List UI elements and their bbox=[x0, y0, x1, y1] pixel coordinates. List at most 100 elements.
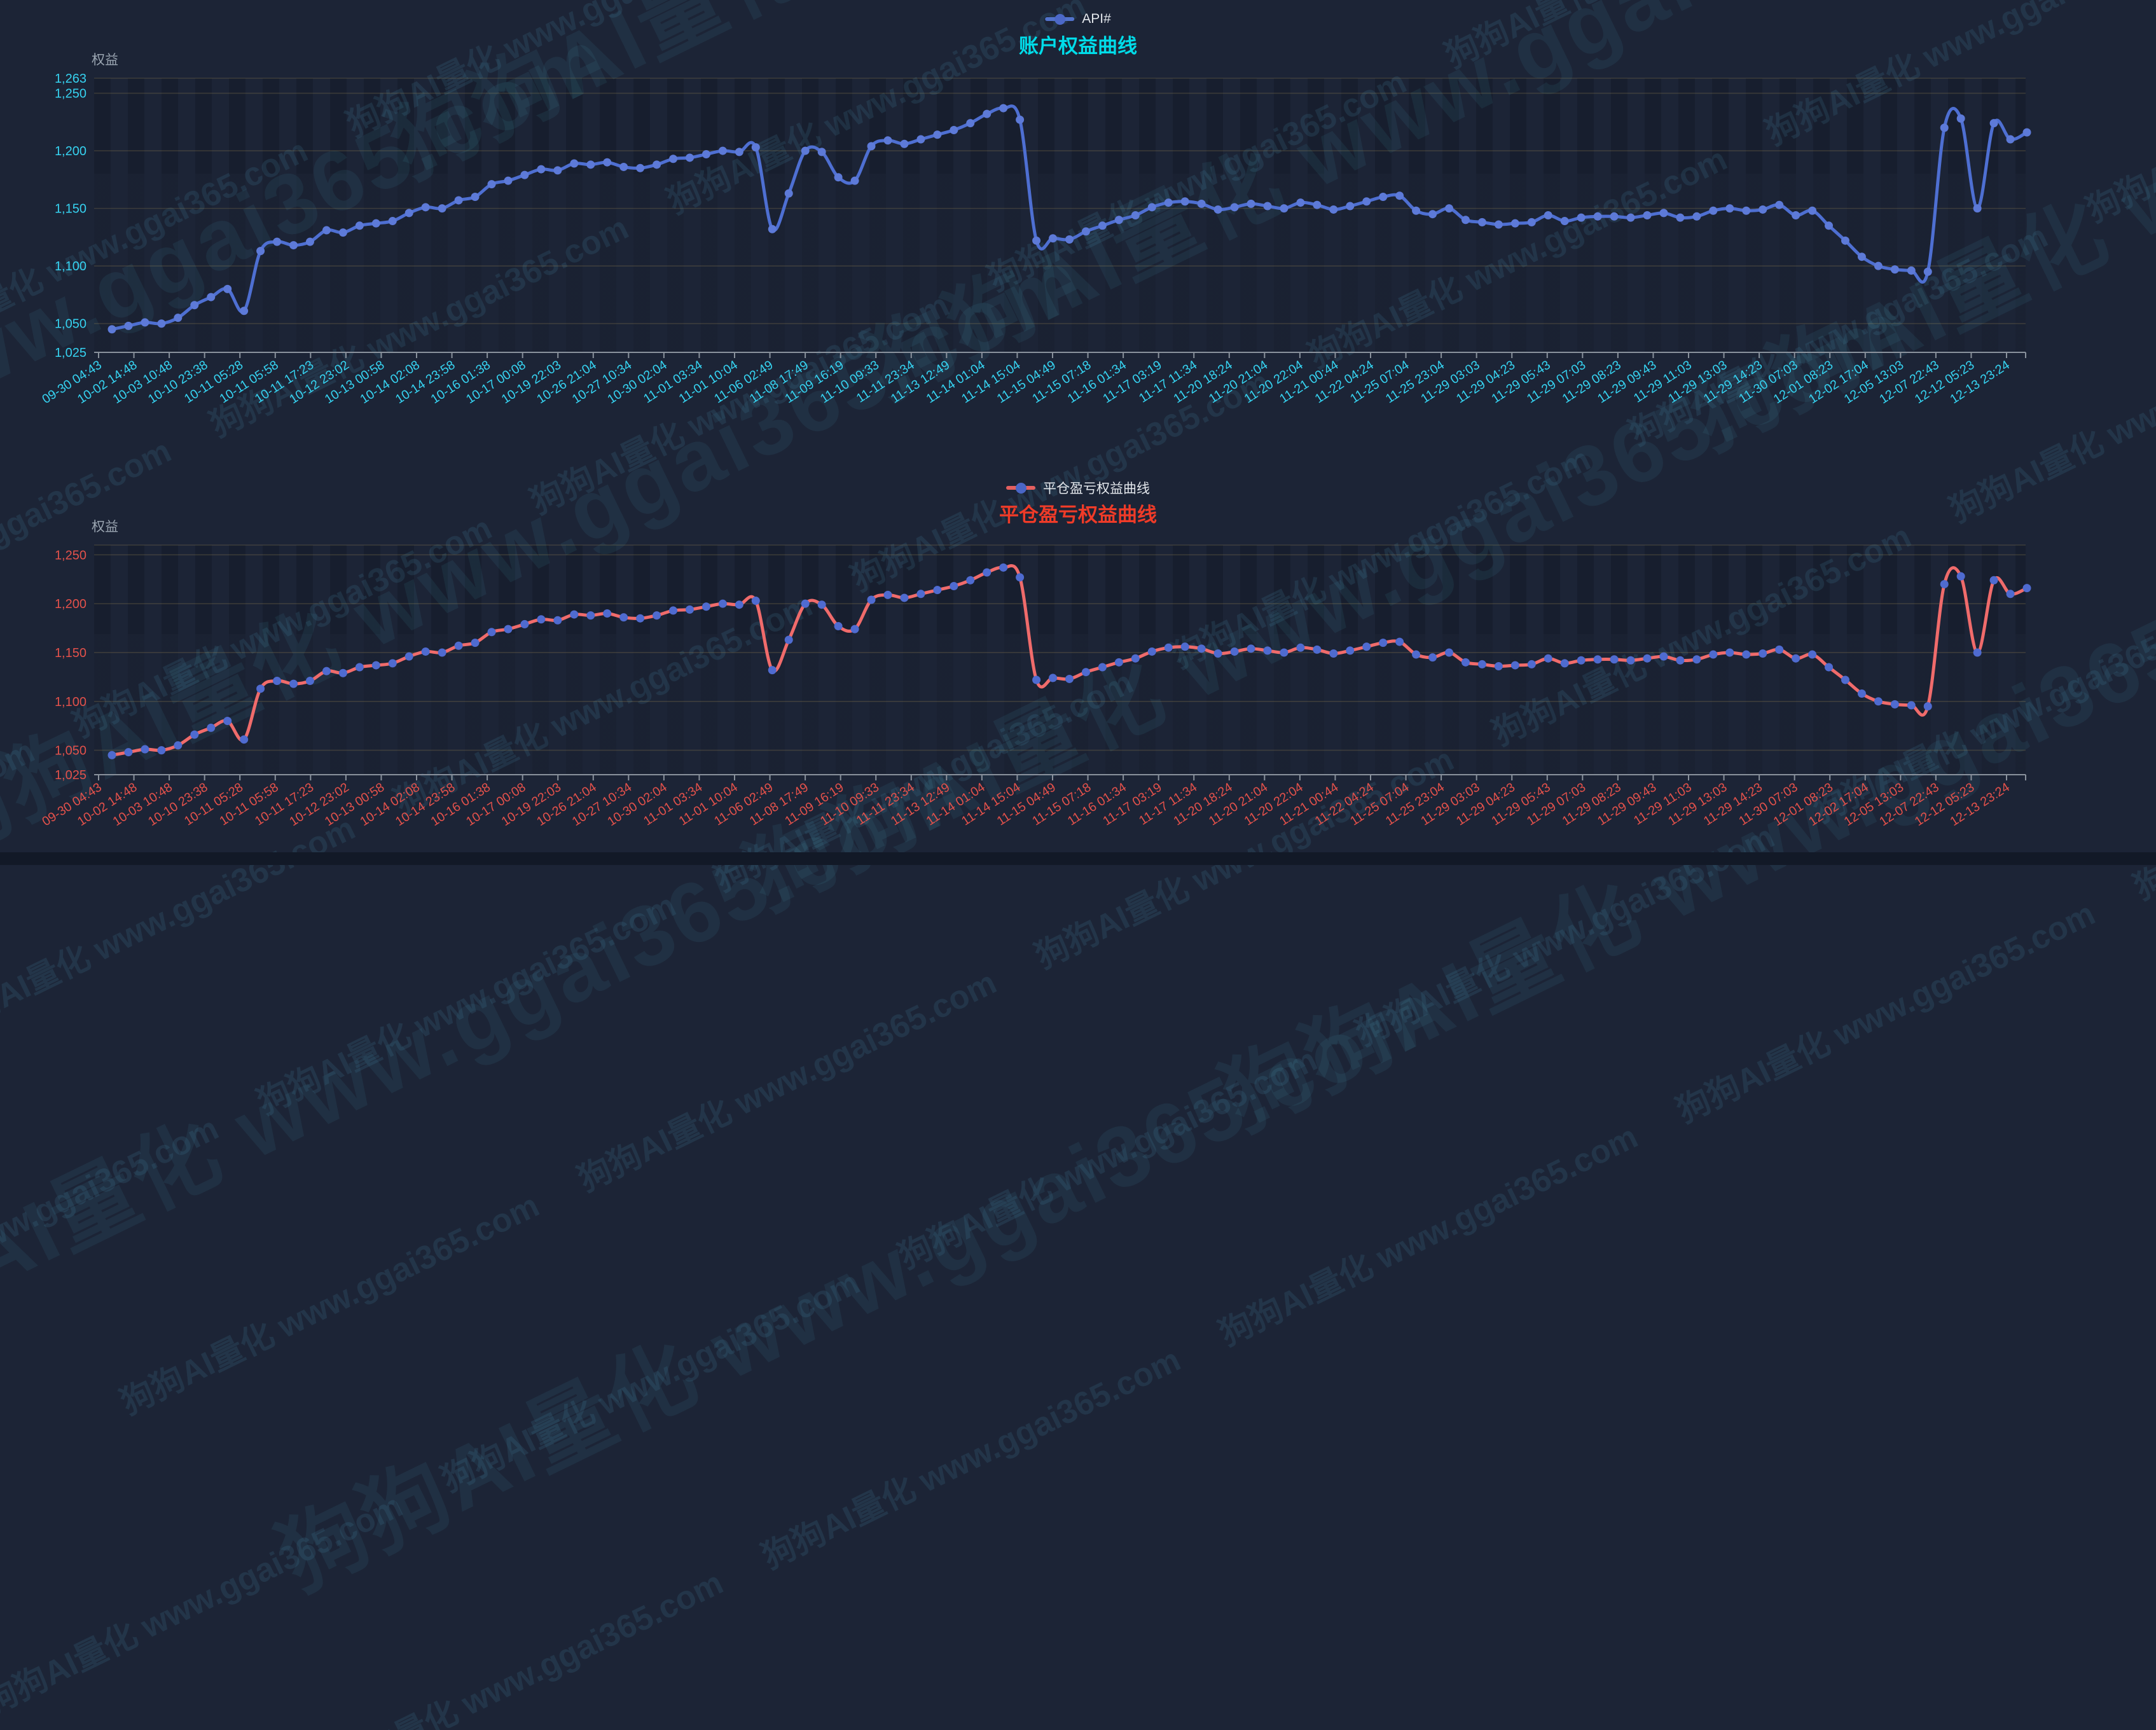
x-axis-label: 11-29 03:03 bbox=[1418, 780, 1482, 829]
x-axis-label: 11-14 15:04 bbox=[959, 780, 1023, 829]
x-axis-label: 11-29 05:43 bbox=[1489, 780, 1552, 829]
y-axis-label: 1,050 bbox=[55, 317, 86, 331]
watermark-text: 狗狗AI量化 www.ggai365.com bbox=[1350, 818, 1780, 1053]
watermark-text: 狗狗AI量化 www.ggai365.com bbox=[2128, 672, 2156, 907]
x-axis-label: 11-20 22:04 bbox=[1242, 358, 1306, 406]
x-axis-label: 11-14 15:04 bbox=[959, 358, 1023, 406]
watermark-text: 狗狗AI量化 www.ggai365.com bbox=[251, 887, 682, 1122]
watermark-text: 狗狗AI量化 www.ggai365.com bbox=[0, 1110, 225, 1345]
watermark-text: 狗狗AI量化 www.ggai365.com bbox=[0, 229, 1100, 876]
account-equity-title: 账户权益曲线 bbox=[1019, 35, 1137, 57]
watermark-text: 狗狗AI量化 www.ggai365.com bbox=[67, 509, 498, 745]
x-axis-label: 11-30 07:03 bbox=[1736, 358, 1800, 406]
watermark-text: 狗狗AI量化 www.ggai365.com bbox=[2081, 0, 2156, 230]
watermark-text: 狗狗AI量化 www.ggai365.com bbox=[115, 1187, 545, 1422]
x-axis-label: 12-12 05:23 bbox=[1912, 780, 1977, 829]
x-axis-label: 11-15 04:49 bbox=[995, 358, 1058, 406]
x-axis-label: 11-29 07:03 bbox=[1524, 358, 1588, 406]
watermark-text: 狗狗AI量化 www.ggai365.com bbox=[1166, 440, 1596, 676]
watermark-text: 狗狗AI量化 www.ggai365.com bbox=[1760, 0, 2156, 153]
x-axis-label: 10-17 00:08 bbox=[464, 358, 529, 407]
x-axis-label: 10-02 14:48 bbox=[75, 358, 140, 407]
x-axis-label: 09-30 04:43 bbox=[39, 780, 104, 829]
y-axis-label: 1,263 bbox=[55, 72, 86, 86]
x-axis-label: 11-09 16:19 bbox=[782, 780, 846, 829]
x-axis-label: 11-16 01:34 bbox=[1065, 358, 1129, 406]
x-axis-label: 11-20 21:04 bbox=[1206, 780, 1270, 829]
x-axis-label: 12-13 23:24 bbox=[1947, 358, 2012, 407]
x-axis-label: 11-22 04:24 bbox=[1313, 358, 1376, 406]
x-axis-label: 10-11 05:28 bbox=[182, 358, 245, 406]
x-axis-label: 12-05 13:03 bbox=[1842, 358, 1907, 407]
x-axis-label: 11-21 00:44 bbox=[1277, 780, 1341, 829]
x-axis-label: 11-25 23:04 bbox=[1383, 358, 1447, 406]
x-axis-label: 10-13 00:58 bbox=[322, 780, 387, 829]
x-axis-label: 10-17 00:08 bbox=[464, 780, 529, 829]
y-axis-label: 1,100 bbox=[55, 260, 86, 273]
y-axis-label: 1,250 bbox=[55, 87, 86, 101]
x-axis-label: 10-11 05:28 bbox=[182, 780, 245, 829]
x-axis-label: 10-14 23:58 bbox=[393, 780, 458, 829]
x-axis-label: 11-29 05:43 bbox=[1489, 358, 1552, 406]
x-axis-label: 10-13 00:58 bbox=[322, 358, 387, 407]
x-axis-label: 10-10 23:38 bbox=[146, 780, 211, 829]
background-stripes-chart1-full bbox=[94, 174, 2026, 352]
watermark-text: 狗狗AI量化 www.ggai365.com bbox=[1436, 0, 1870, 77]
x-axis-label: 12-07 22:43 bbox=[1877, 780, 1942, 829]
x-axis-label: 12-01 08:23 bbox=[1771, 780, 1836, 829]
watermark-text: 狗狗AI量化 www.ggai365.com bbox=[756, 1341, 1187, 1577]
x-axis-label: 11-20 22:04 bbox=[1242, 780, 1306, 829]
x-axis-label: 10-12 23:02 bbox=[287, 358, 352, 407]
x-axis-label: 10-14 02:08 bbox=[357, 780, 422, 829]
x-axis-label: 09-30 04:43 bbox=[39, 358, 104, 407]
legend-line-dot-icon bbox=[1006, 482, 1035, 494]
y-axis-labels: 1,250 1,200 1,150 1,100 1,050 1,025 bbox=[55, 548, 86, 782]
x-axis-label: 11-15 04:49 bbox=[995, 780, 1058, 829]
watermark-text: 狗狗AI量化 www.ggai365.com bbox=[1213, 1118, 1644, 1353]
x-axis-label: 10-11 17:23 bbox=[252, 780, 316, 829]
x-axis-label: 12-05 13:03 bbox=[1842, 780, 1907, 829]
x-axis-label: 11-10 09:33 bbox=[818, 358, 881, 406]
legend-item-closed-pnl[interactable]: 平仓盈亏权益曲线 bbox=[1006, 478, 1150, 497]
x-axis-label: 10-19 22:03 bbox=[499, 780, 564, 829]
x-axis-label: 10-11 05:58 bbox=[217, 358, 280, 406]
watermark-text: 狗狗AI量化 www.ggai365.com bbox=[0, 8, 624, 656]
x-axis-label: 11-11 23:34 bbox=[854, 358, 917, 406]
watermark-text: 狗狗AI量化 www.ggai365.com bbox=[388, 586, 819, 822]
watermark-text: 狗狗AI量化 www.ggai365.com bbox=[893, 1041, 1323, 1277]
x-axis-label: 11-20 21:04 bbox=[1206, 358, 1270, 406]
x-axis-label: 11-16 01:34 bbox=[1065, 780, 1129, 829]
grid-lines bbox=[94, 78, 2026, 324]
x-axis-label: 11-29 09:43 bbox=[1595, 358, 1659, 406]
x-axis-label: 11-14 01:04 bbox=[924, 358, 988, 406]
x-axis-label: 11-08 17:49 bbox=[747, 358, 811, 406]
x-axis-label: 11-29 03:03 bbox=[1418, 358, 1482, 406]
x-axis-label: 11-01 03:34 bbox=[641, 780, 705, 829]
x-axis-label: 12-02 17:04 bbox=[1806, 358, 1871, 407]
watermark-text: 狗狗AI量化 www.ggai365.com bbox=[0, 810, 361, 1045]
legend-item-api[interactable]: API# bbox=[1045, 11, 1111, 27]
x-axis-label: 10-03 10:48 bbox=[111, 780, 176, 829]
x-axis-label: 11-01 03:34 bbox=[641, 358, 705, 406]
x-axis-label: 11-29 11:03 bbox=[1631, 780, 1694, 828]
watermark-text: 狗狗AI量化 www.ggai365.com bbox=[341, 0, 771, 144]
watermark-text: 狗狗AI量化 www.ggai365.com bbox=[0, 732, 41, 967]
x-axis-label: 11-29 14:23 bbox=[1701, 780, 1765, 829]
x-axis-label: 11-29 07:03 bbox=[1524, 780, 1588, 829]
x-axis-label: 11-13 12:49 bbox=[888, 780, 952, 829]
x-axis-label: 11-09 16:19 bbox=[782, 358, 846, 406]
x-axis-label: 10-16 01:38 bbox=[429, 780, 494, 829]
watermark-text: 狗狗AI量化 www.ggai365.com bbox=[366, 0, 1569, 201]
watermark-text: 狗狗AI量化 www.ggai365.com bbox=[265, 961, 1456, 1609]
x-axis-label: 11-29 14:23 bbox=[1701, 358, 1765, 406]
x-axis-label: 12-02 17:04 bbox=[1806, 780, 1871, 829]
grid-lines bbox=[94, 544, 2026, 751]
x-axis-label: 10-11 05:58 bbox=[217, 780, 280, 829]
watermark-text: 狗狗AI量化 www.ggai365.com bbox=[1671, 895, 2101, 1130]
legend-label: API# bbox=[1082, 11, 1111, 26]
y-axis-label: 1,100 bbox=[55, 695, 86, 709]
